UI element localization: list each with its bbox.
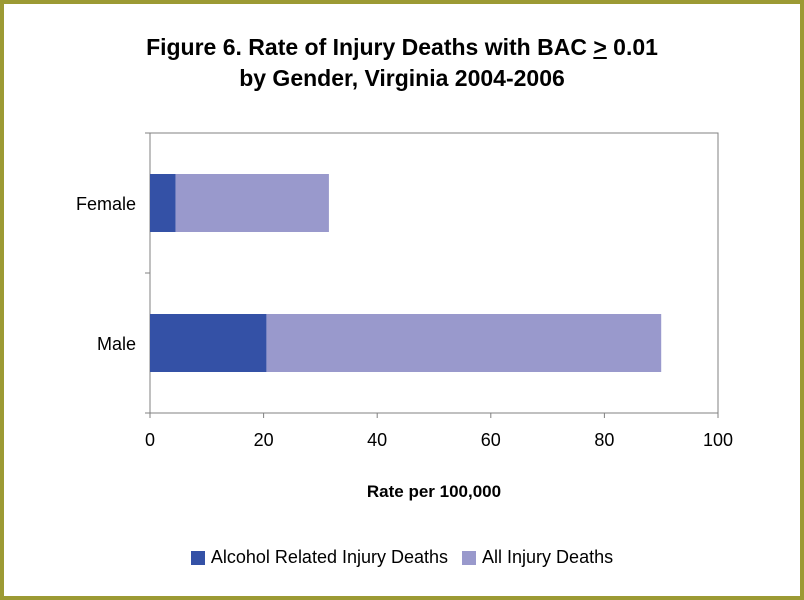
chart-title-line2: by Gender, Virginia 2004-2006 — [239, 65, 565, 91]
x-axis-label: Rate per 100,000 — [367, 482, 501, 501]
x-tick-label: 40 — [367, 430, 387, 450]
y-tick-label-female: Female — [76, 194, 136, 214]
legend-label-all: All Injury Deaths — [482, 547, 614, 567]
bar-female-series-1 — [175, 174, 329, 232]
chart-title: Figure 6. Rate of Injury Deaths with BAC… — [0, 32, 804, 94]
greater-equal-symbol: > — [593, 34, 607, 60]
legend-label-alcohol: Alcohol Related Injury Deaths — [210, 547, 449, 567]
legend-swatch-all — [462, 550, 477, 565]
y-tick-label-male: Male — [97, 334, 136, 354]
x-tick-label: 0 — [145, 430, 155, 450]
bar-female-series-0 — [150, 174, 176, 232]
legend-item-alcohol: Alcohol Related Injury Deaths — [190, 547, 449, 568]
legend-item-all: All Injury Deaths — [462, 547, 613, 568]
x-tick-label: 80 — [594, 430, 614, 450]
x-tick-label: 20 — [254, 430, 274, 450]
x-tick-label: 100 — [703, 430, 733, 450]
legend-swatch-alcohol — [190, 550, 205, 565]
x-tick-label: 60 — [481, 430, 501, 450]
legend: Alcohol Related Injury Deaths All Injury… — [0, 547, 804, 568]
chart-title-line1: Figure 6. Rate of Injury Deaths with BAC… — [146, 34, 658, 60]
bar-male-series-1 — [266, 314, 662, 372]
bar-male-series-0 — [150, 314, 267, 372]
